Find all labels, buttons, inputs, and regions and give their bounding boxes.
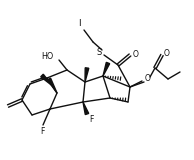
Polygon shape — [83, 102, 89, 115]
Text: F: F — [89, 116, 93, 124]
Polygon shape — [48, 78, 57, 93]
Text: HO: HO — [41, 52, 53, 60]
Polygon shape — [103, 62, 110, 76]
Polygon shape — [41, 74, 52, 85]
Text: O: O — [133, 49, 139, 59]
Text: O: O — [164, 48, 170, 57]
Text: F: F — [40, 128, 44, 136]
Polygon shape — [85, 68, 89, 82]
Text: I: I — [78, 19, 80, 28]
Text: S: S — [96, 48, 102, 56]
Text: O: O — [145, 73, 151, 83]
